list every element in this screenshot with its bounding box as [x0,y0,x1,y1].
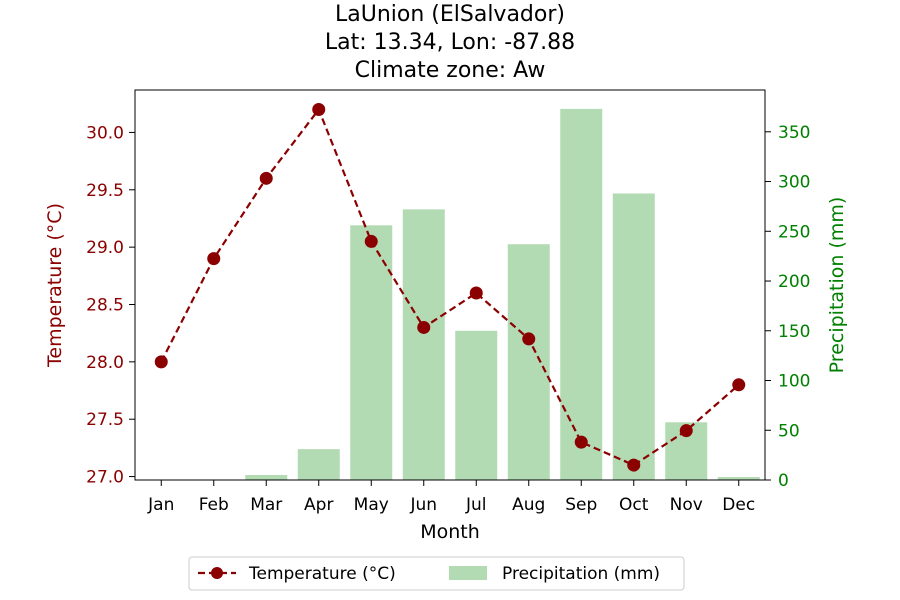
precipitation-bar-apr [297,449,340,480]
temperature-tick-label: 28.5 [86,296,124,316]
legend-precipitation-label: Precipitation (mm) [502,564,660,584]
month-tick-label-oct: Oct [619,495,649,515]
temperature-tick-label: 29.5 [86,181,124,201]
precipitation-bar-aug [507,244,550,480]
precipitation-bars [245,108,760,480]
month-tick-label-jan: Jan [147,495,174,515]
temperature-tick-label: 29.0 [86,238,124,258]
precipitation-bar-sep [560,108,603,480]
legend-temperature-marker-icon [211,567,223,579]
precipitation-bar-may [350,225,393,480]
month-tick-label-aug: Aug [512,495,545,515]
month-tick-label-nov: Nov [670,495,703,515]
legend-box [188,556,685,591]
temperature-point-may [364,234,378,248]
temperature-point-jul [469,286,483,300]
precipitation-tick-label: 200 [778,272,810,292]
precipitation-bar-dec [717,477,760,480]
temperature-point-apr [312,103,326,116]
temperature-tick-label: 28.0 [86,353,124,373]
temperature-series [154,103,746,472]
legend-temperature-label: Temperature (°C) [248,564,396,584]
month-tick-label-may: May [354,495,389,515]
precipitation-tick-label: 250 [778,222,810,242]
precipitation-bar-jun [402,209,445,480]
right-axis-label: Precipitation (mm) [826,197,848,374]
chart-title-line-2: Lat: 13.34, Lon: -87.88 [325,30,575,55]
plot-frame [134,89,766,481]
precipitation-tick-label: 100 [778,372,810,392]
precipitation-bar-oct [612,193,655,480]
left-axis-label: Temperature (°C) [44,203,66,368]
temperature-tick-label: 27.5 [86,410,124,430]
month-axis: Jan Feb Mar Apr May Jun Jul Aug Sep Oct Nov Dec [147,480,755,515]
temperature-point-oct [627,458,641,472]
temperature-point-jun [417,320,431,334]
precipitation-tick-label: 150 [778,322,810,342]
month-tick-label-apr: Apr [304,495,333,515]
temperature-point-jan [154,355,168,369]
month-tick-label-dec: Dec [722,495,755,515]
precipitation-tick-label: 50 [778,421,800,441]
temperature-point-mar [259,171,273,185]
x-axis-label: Month [420,521,480,543]
precipitation-bar-jul [455,330,498,480]
temperature-point-dec [732,378,746,392]
temperature-axis: 27.0 27.5 28.0 28.5 29.0 29.5 30.0 [86,123,135,488]
month-tick-label-mar: Mar [250,495,282,515]
month-tick-label-jul: Jul [465,495,487,515]
temperature-point-sep [574,435,588,449]
month-tick-label-sep: Sep [565,495,597,515]
precipitation-tick-label: 350 [778,123,810,143]
precipitation-tick-label: 300 [778,173,810,193]
temperature-tick-label: 27.0 [86,468,124,488]
month-tick-label-feb: Feb [199,495,229,515]
temperature-point-feb [207,252,221,266]
temperature-point-nov [679,424,693,438]
temperature-tick-label: 30.0 [86,123,124,143]
precipitation-bar-mar [245,475,288,480]
precipitation-tick-label: 0 [778,471,789,491]
legend-precipitation-swatch-icon [449,566,487,580]
temperature-line [160,107,740,467]
temperature-point-aug [522,332,536,346]
precipitation-axis: 0 50 100 150 200 250 300 350 [765,123,810,491]
chart-title-line-3: Climate zone: Aw [355,58,546,83]
legend: Temperature (°C) Precipitation (mm) [188,556,685,591]
chart-title-line-1: LaUnion (ElSalvador) [335,2,565,27]
chart-title: LaUnion (ElSalvador) Lat: 13.34, Lon: -8… [325,2,575,83]
month-tick-label-jun: Jun [409,495,437,515]
